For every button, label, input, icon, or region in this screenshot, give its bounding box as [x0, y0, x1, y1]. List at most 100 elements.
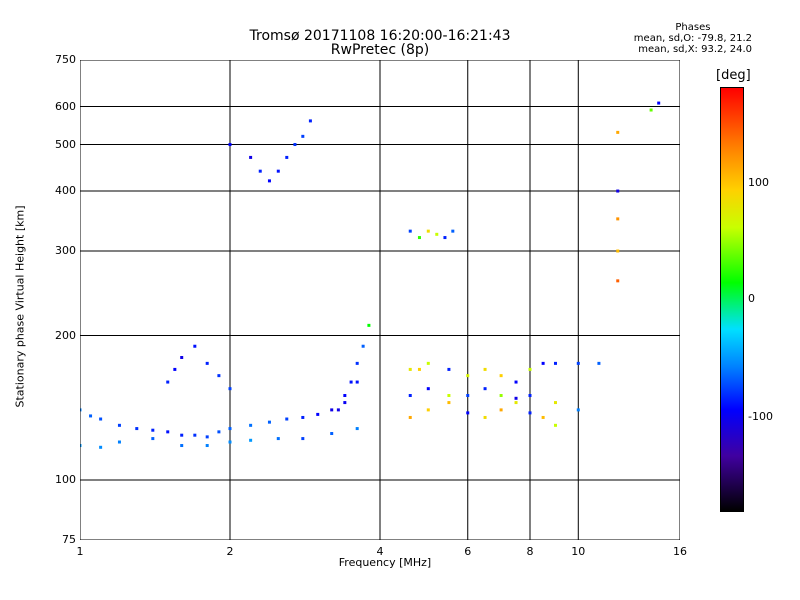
data-point: [117, 423, 121, 427]
y-tick-label: 100: [55, 473, 76, 487]
data-point: [408, 415, 412, 419]
data-point: [89, 414, 93, 418]
chart-subtitle: RwPretec (8p): [330, 42, 430, 58]
y-tick-label: 500: [55, 137, 76, 151]
data-point: [514, 396, 518, 400]
y-tick-label: 300: [55, 244, 76, 257]
y-tick-label: 600: [55, 99, 76, 113]
chart-title: Tromsø 20171108 16:20:00-16:21:43: [249, 28, 511, 44]
x-tick-label: 8: [526, 545, 534, 558]
data-point: [205, 361, 209, 365]
data-point: [451, 229, 455, 233]
data-point: [466, 374, 470, 378]
data-point: [447, 401, 451, 405]
data-point: [514, 401, 518, 405]
data-points: [80, 101, 661, 449]
data-point: [276, 169, 280, 173]
data-point: [330, 408, 334, 412]
data-point: [499, 374, 503, 378]
data-point: [228, 387, 232, 391]
data-point: [151, 437, 155, 441]
data-point: [408, 394, 412, 398]
data-point: [135, 427, 139, 431]
data-point: [117, 440, 121, 444]
data-point: [616, 189, 620, 193]
data-point: [193, 433, 197, 437]
phase-stats-heading: Phases: [675, 22, 711, 33]
data-point: [99, 445, 103, 449]
data-point: [597, 361, 601, 365]
data-point: [336, 408, 340, 412]
data-point: [541, 361, 545, 365]
data-point: [616, 249, 620, 253]
data-point: [316, 412, 320, 416]
data-point: [228, 143, 232, 147]
data-point: [355, 380, 359, 384]
colorbar-tick-0: 0: [748, 292, 755, 305]
y-tick-label: 200: [55, 328, 76, 342]
y-tick-label: 400: [55, 184, 76, 198]
x-tick-label: 4: [376, 545, 384, 558]
data-point: [649, 108, 653, 112]
data-point: [193, 344, 197, 348]
data-point: [285, 417, 289, 421]
data-point: [417, 367, 421, 371]
colorbar-tick-100: 100: [748, 176, 769, 189]
data-point: [180, 433, 184, 437]
data-point: [267, 420, 271, 424]
data-point: [616, 130, 620, 134]
data-point: [285, 155, 289, 159]
data-point: [553, 361, 557, 365]
data-point: [80, 408, 82, 412]
phase-stats-x: mean, sd,X: 93.2, 24.0: [638, 44, 752, 55]
data-point: [99, 417, 103, 421]
data-point: [514, 380, 518, 384]
data-point: [417, 236, 421, 240]
data-point: [180, 355, 184, 359]
y-tick-label: 75: [62, 533, 76, 546]
data-point: [343, 401, 347, 405]
data-point: [553, 401, 557, 405]
x-tick-label: 1: [76, 545, 84, 558]
data-point: [228, 440, 232, 444]
colorbar-tick-minus-100: -100: [748, 410, 773, 423]
data-point: [355, 427, 359, 431]
data-point: [217, 374, 221, 378]
data-point: [426, 361, 430, 365]
data-point: [541, 415, 545, 419]
x-axis-label: Frequency [MHz]: [338, 556, 432, 569]
data-point: [657, 101, 661, 105]
data-point: [249, 438, 253, 442]
data-point: [553, 423, 557, 427]
y-axis-label: Stationary phase Virtual Height [km]: [13, 205, 27, 408]
data-point: [205, 444, 209, 448]
data-point: [483, 415, 487, 419]
data-point: [267, 179, 271, 183]
data-point: [447, 367, 451, 371]
data-point: [408, 367, 412, 371]
x-tick-label: 10: [571, 545, 586, 558]
grid-lines: [80, 60, 680, 540]
data-point: [408, 229, 412, 233]
data-point: [349, 380, 353, 384]
phase-stats-o: mean, sd,O: -79.8, 21.2: [633, 33, 752, 44]
data-point: [355, 361, 359, 365]
x-tick-label: 2: [226, 545, 234, 558]
data-point: [80, 444, 82, 448]
data-point: [330, 432, 334, 436]
data-point: [301, 437, 305, 441]
data-point: [443, 236, 447, 240]
data-point: [249, 155, 253, 159]
data-point: [301, 415, 305, 419]
scatter-plot: [80, 60, 680, 540]
data-point: [499, 394, 503, 398]
data-point: [616, 217, 620, 221]
data-point: [483, 387, 487, 391]
data-point: [435, 232, 439, 236]
y-tick-label: 750: [55, 53, 76, 66]
data-point: [426, 408, 430, 412]
data-point: [576, 408, 580, 412]
data-point: [361, 344, 365, 348]
data-point: [576, 361, 580, 365]
data-point: [528, 367, 532, 371]
